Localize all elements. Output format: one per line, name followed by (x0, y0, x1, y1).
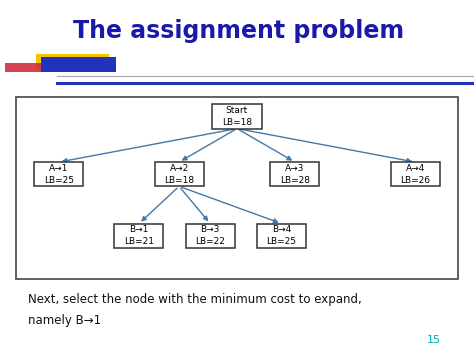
Text: A→2
LB=18: A→2 LB=18 (164, 164, 194, 185)
Text: A→3
LB=28: A→3 LB=28 (280, 164, 310, 185)
Text: Next, select the node with the minimum cost to expand,: Next, select the node with the minimum c… (28, 293, 362, 306)
Text: B→1
LB=21: B→1 LB=21 (124, 225, 154, 246)
Bar (391, 162, 440, 186)
Text: A→1
LB=25: A→1 LB=25 (44, 164, 74, 185)
Text: B→4
LB=25: B→4 LB=25 (266, 225, 297, 246)
Bar (5, 64, 62, 72)
Text: The assignment problem: The assignment problem (73, 19, 405, 43)
Text: Start
LB=18: Start LB=18 (222, 106, 252, 127)
Bar (115, 224, 164, 248)
Text: 15: 15 (427, 335, 441, 345)
Bar (36, 54, 109, 68)
Text: A→4
LB=26: A→4 LB=26 (400, 164, 430, 185)
Text: B→3
LB=22: B→3 LB=22 (195, 225, 225, 246)
Bar (41, 58, 116, 72)
Bar (257, 224, 306, 248)
Bar (212, 104, 262, 129)
Bar (186, 224, 235, 248)
Bar (34, 162, 83, 186)
Bar (155, 162, 203, 186)
Bar (270, 162, 319, 186)
Text: namely B→1: namely B→1 (28, 314, 101, 327)
